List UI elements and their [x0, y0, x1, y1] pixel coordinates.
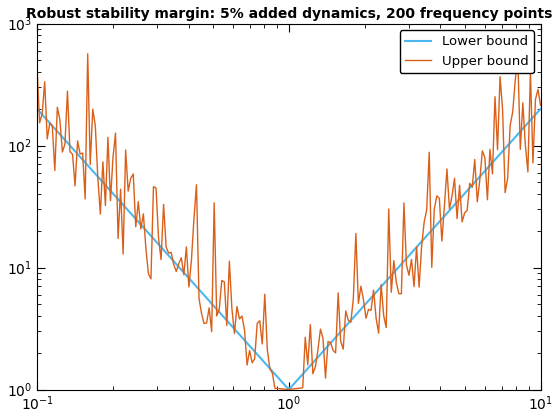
Lower bound	[287, 386, 293, 391]
Upper bound	[85, 51, 91, 56]
Lower bound	[168, 256, 175, 261]
Lower bound	[497, 152, 503, 157]
Upper bound	[517, 147, 524, 152]
Lower bound	[34, 106, 40, 111]
Upper bound	[537, 103, 544, 108]
Line: Upper bound: Upper bound	[37, 54, 540, 390]
Upper bound	[499, 107, 506, 112]
Lower bound	[54, 129, 60, 134]
Upper bound	[54, 105, 60, 110]
Lower bound	[127, 211, 134, 216]
Upper bound	[284, 387, 291, 392]
Upper bound	[130, 171, 137, 176]
Lower bound	[515, 132, 521, 137]
Upper bound	[64, 89, 71, 94]
Upper bound	[170, 262, 177, 267]
Legend: Lower bound, Upper bound: Lower bound, Upper bound	[400, 30, 534, 73]
Upper bound	[34, 66, 40, 71]
Title: Robust stability margin: 5% added dynamics, 200 frequency points: Robust stability margin: 5% added dynami…	[26, 7, 552, 21]
Line: Lower bound: Lower bound	[37, 109, 540, 388]
Lower bound	[537, 106, 544, 111]
Lower bound	[64, 140, 71, 145]
